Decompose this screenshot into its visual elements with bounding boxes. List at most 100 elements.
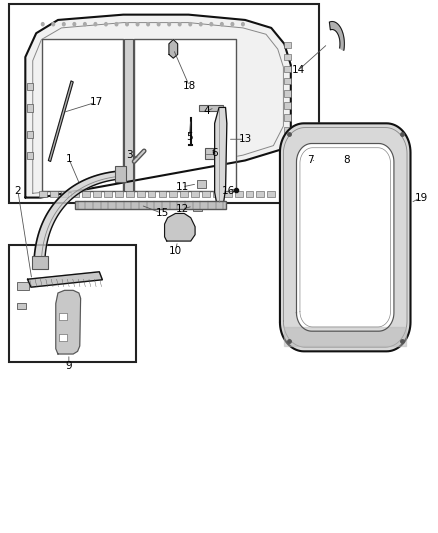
Circle shape: [126, 22, 128, 26]
Bar: [148, 191, 155, 197]
Bar: [27, 83, 33, 91]
Bar: [256, 191, 264, 197]
Text: 16: 16: [222, 185, 235, 196]
Bar: [284, 54, 291, 60]
Polygon shape: [297, 143, 394, 331]
Circle shape: [105, 22, 107, 26]
Bar: [267, 191, 275, 197]
Circle shape: [84, 22, 86, 26]
Circle shape: [52, 22, 55, 26]
Circle shape: [73, 22, 76, 26]
Circle shape: [63, 22, 65, 26]
Circle shape: [115, 22, 118, 26]
Text: 13: 13: [238, 134, 252, 144]
Bar: [284, 126, 291, 133]
Bar: [224, 191, 232, 197]
Polygon shape: [169, 39, 178, 58]
Polygon shape: [329, 21, 344, 51]
Text: 17: 17: [90, 97, 103, 107]
Circle shape: [242, 22, 244, 26]
Bar: [284, 66, 291, 72]
Text: 9: 9: [66, 361, 72, 371]
Bar: [115, 191, 123, 197]
Bar: [17, 282, 29, 290]
Bar: [49, 191, 57, 197]
Text: 18: 18: [183, 81, 196, 91]
Bar: [59, 334, 67, 341]
Bar: [199, 105, 223, 111]
Bar: [202, 191, 210, 197]
Bar: [116, 166, 126, 182]
Circle shape: [94, 22, 97, 26]
Bar: [104, 191, 112, 197]
Text: 12: 12: [175, 204, 189, 214]
Circle shape: [157, 22, 160, 26]
Bar: [60, 191, 68, 197]
Bar: [17, 303, 26, 309]
Text: 19: 19: [414, 192, 427, 203]
Bar: [191, 191, 199, 197]
Bar: [193, 201, 202, 211]
Text: 2: 2: [14, 186, 21, 196]
Circle shape: [42, 22, 44, 26]
Bar: [9, 245, 136, 362]
Bar: [235, 191, 243, 197]
Bar: [93, 191, 101, 197]
Bar: [180, 191, 188, 197]
Text: 4: 4: [204, 106, 210, 116]
Bar: [82, 191, 90, 197]
Bar: [284, 42, 291, 48]
Bar: [137, 191, 145, 197]
Text: 8: 8: [343, 156, 350, 165]
Bar: [27, 131, 33, 138]
Circle shape: [199, 22, 202, 26]
Bar: [213, 191, 221, 197]
Circle shape: [221, 22, 223, 26]
Polygon shape: [28, 272, 102, 287]
Polygon shape: [25, 14, 291, 198]
Text: 6: 6: [212, 148, 218, 158]
Polygon shape: [284, 327, 406, 346]
Bar: [27, 152, 33, 159]
Text: 15: 15: [156, 208, 169, 219]
Circle shape: [147, 22, 149, 26]
Bar: [284, 90, 291, 96]
Bar: [75, 201, 226, 209]
Polygon shape: [34, 171, 120, 261]
Bar: [9, 4, 319, 203]
Polygon shape: [56, 290, 81, 354]
Polygon shape: [134, 38, 237, 191]
Bar: [246, 191, 253, 197]
Circle shape: [168, 22, 170, 26]
Bar: [71, 191, 79, 197]
Bar: [205, 148, 215, 159]
Bar: [126, 191, 134, 197]
Text: 10: 10: [169, 246, 182, 256]
Polygon shape: [215, 108, 227, 204]
Polygon shape: [48, 81, 73, 161]
Bar: [170, 191, 177, 197]
Polygon shape: [280, 123, 410, 351]
Circle shape: [231, 22, 234, 26]
Circle shape: [136, 22, 139, 26]
Bar: [306, 154, 317, 164]
Polygon shape: [165, 214, 195, 241]
Text: 1: 1: [66, 154, 72, 164]
Polygon shape: [42, 38, 123, 191]
Bar: [159, 191, 166, 197]
Bar: [27, 104, 33, 112]
Bar: [284, 102, 291, 109]
Text: 14: 14: [292, 66, 305, 75]
Bar: [39, 191, 47, 197]
Text: 5: 5: [186, 132, 193, 142]
Bar: [32, 256, 48, 269]
Bar: [197, 180, 206, 188]
Polygon shape: [124, 38, 133, 191]
Circle shape: [189, 22, 191, 26]
Text: 3: 3: [127, 150, 133, 160]
Bar: [59, 313, 67, 319]
Bar: [284, 115, 291, 121]
Text: 11: 11: [175, 182, 189, 192]
Text: 7: 7: [307, 156, 314, 165]
Circle shape: [178, 22, 181, 26]
